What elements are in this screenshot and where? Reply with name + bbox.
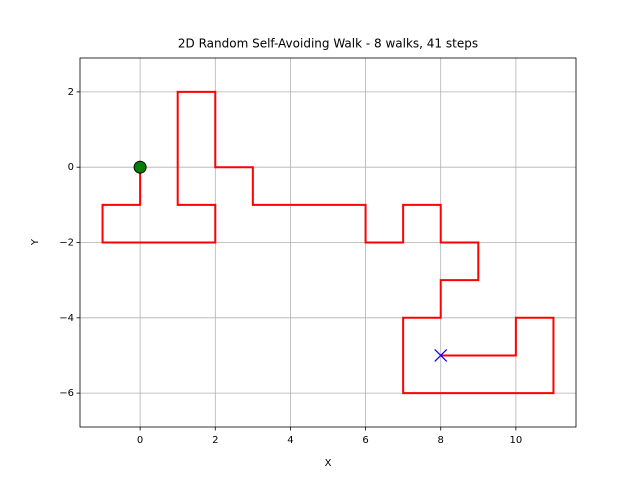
y-tick-label: −6 xyxy=(59,388,74,399)
plot-frame xyxy=(79,57,577,428)
x-tick-label: 0 xyxy=(137,435,143,446)
start-marker xyxy=(133,160,147,174)
y-axis-label: Y xyxy=(30,238,41,246)
y-tick-label: 2 xyxy=(68,87,74,98)
chart-title: 2D Random Self-Avoiding Walk - 8 walks, … xyxy=(178,37,478,51)
x-tick-label: 4 xyxy=(287,435,293,446)
y-tick-label: 0 xyxy=(68,162,74,173)
walk-line xyxy=(101,90,555,395)
end-marker xyxy=(434,349,448,362)
x-tick-label: 8 xyxy=(438,435,444,446)
y-tick-label: −2 xyxy=(59,238,74,249)
x-tick-label: 6 xyxy=(362,435,368,446)
x-axis-label: X xyxy=(325,458,332,469)
y-tick-label: −4 xyxy=(59,313,74,324)
x-tick-label: 10 xyxy=(510,435,523,446)
x-tick-label: 2 xyxy=(212,435,218,446)
